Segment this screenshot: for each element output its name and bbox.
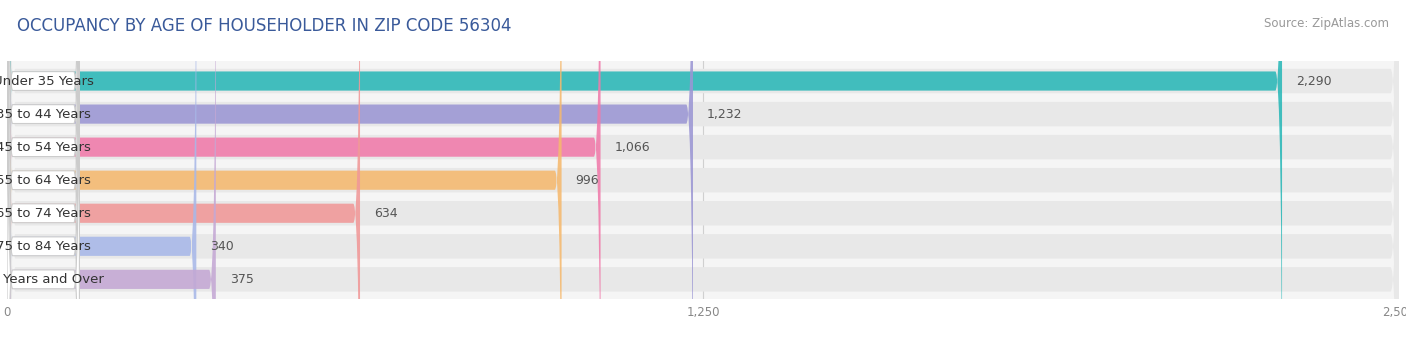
Text: 35 to 44 Years: 35 to 44 Years [0, 107, 90, 121]
FancyBboxPatch shape [7, 0, 79, 340]
FancyBboxPatch shape [7, 0, 79, 340]
Text: 85 Years and Over: 85 Years and Over [0, 273, 104, 286]
Text: 75 to 84 Years: 75 to 84 Years [0, 240, 90, 253]
Text: Under 35 Years: Under 35 Years [0, 74, 94, 87]
FancyBboxPatch shape [7, 0, 600, 340]
FancyBboxPatch shape [7, 0, 197, 340]
FancyBboxPatch shape [7, 0, 79, 340]
FancyBboxPatch shape [7, 0, 217, 340]
FancyBboxPatch shape [7, 0, 1399, 340]
FancyBboxPatch shape [7, 0, 360, 340]
FancyBboxPatch shape [7, 0, 79, 340]
FancyBboxPatch shape [7, 0, 561, 340]
Text: 634: 634 [374, 207, 398, 220]
FancyBboxPatch shape [7, 0, 1399, 340]
Text: OCCUPANCY BY AGE OF HOUSEHOLDER IN ZIP CODE 56304: OCCUPANCY BY AGE OF HOUSEHOLDER IN ZIP C… [17, 17, 512, 35]
Text: 55 to 64 Years: 55 to 64 Years [0, 174, 90, 187]
FancyBboxPatch shape [7, 0, 1399, 340]
Text: Source: ZipAtlas.com: Source: ZipAtlas.com [1264, 17, 1389, 30]
FancyBboxPatch shape [7, 0, 1399, 340]
FancyBboxPatch shape [7, 0, 1399, 340]
FancyBboxPatch shape [7, 0, 1399, 340]
Text: 1,232: 1,232 [707, 107, 742, 121]
FancyBboxPatch shape [7, 0, 1282, 340]
FancyBboxPatch shape [7, 0, 693, 340]
Text: 340: 340 [211, 240, 233, 253]
Text: 45 to 54 Years: 45 to 54 Years [0, 141, 90, 154]
Text: 2,290: 2,290 [1296, 74, 1331, 87]
FancyBboxPatch shape [7, 0, 1399, 340]
Text: 1,066: 1,066 [614, 141, 650, 154]
Text: 996: 996 [575, 174, 599, 187]
FancyBboxPatch shape [7, 0, 79, 340]
Text: 375: 375 [229, 273, 253, 286]
FancyBboxPatch shape [7, 0, 79, 340]
Text: 65 to 74 Years: 65 to 74 Years [0, 207, 90, 220]
FancyBboxPatch shape [7, 0, 79, 340]
